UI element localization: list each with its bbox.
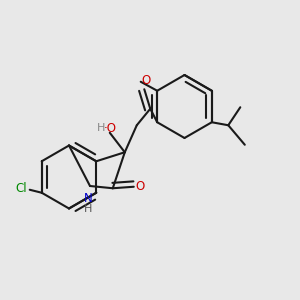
Text: H: H [97,123,105,133]
Text: O: O [136,180,145,193]
Text: N: N [84,192,93,205]
Text: ·O: ·O [103,122,116,135]
Text: O: O [141,74,150,87]
Text: H: H [84,203,93,214]
Text: Cl: Cl [15,182,26,195]
